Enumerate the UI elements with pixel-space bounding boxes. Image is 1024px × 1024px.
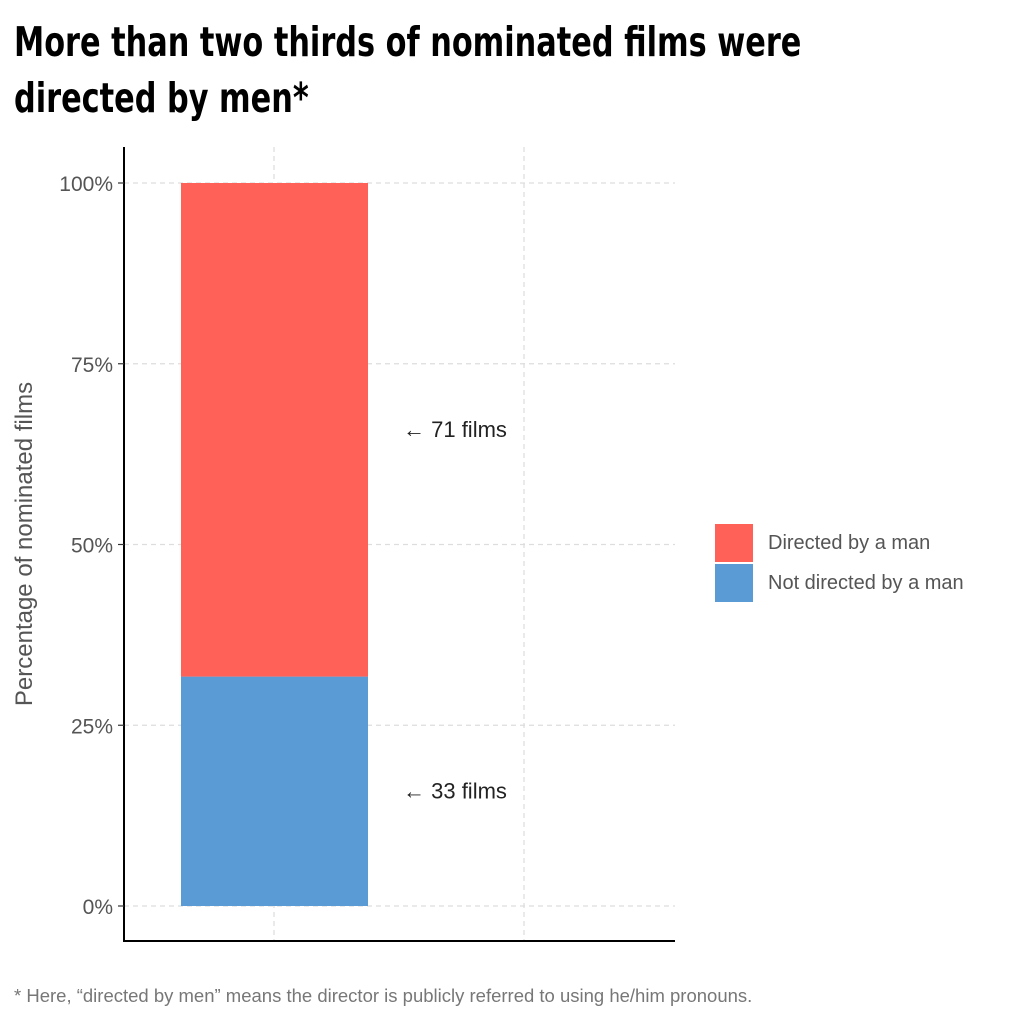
bar-segment-directed-by-a-man <box>181 183 368 677</box>
y-tick-label: 100% <box>59 173 113 196</box>
footnote: * Here, “directed by men” means the dire… <box>14 985 753 1006</box>
legend-label: Directed by a man <box>768 531 931 554</box>
legend-item: Not directed by a man <box>715 563 964 603</box>
legend-label: Not directed by a man <box>768 571 964 594</box>
legend-swatch <box>715 524 753 562</box>
y-axis-label: Percentage of nominated films <box>11 382 38 706</box>
legend: Directed by a man Not directed by a man <box>715 523 964 603</box>
legend-swatch <box>715 564 753 602</box>
chart-title: More than two thirds of nominated films … <box>14 14 802 126</box>
y-ticks: 0% 25% 50% 75% 100% <box>59 173 124 919</box>
bar-segment-not-directed-by-a-man <box>181 676 368 906</box>
y-tick-label: 0% <box>83 896 113 919</box>
chart-area: ← 33 films ← 71 films 0% 25% 50% 75% 100% Per… <box>11 147 675 942</box>
y-tick-label: 75% <box>71 354 113 377</box>
y-tick-label: 25% <box>71 715 113 738</box>
chart-title-line-1: More than two thirds of nominated films … <box>14 18 802 66</box>
chart-title-line-2: directed by men* <box>14 74 309 122</box>
annotation-label: ← 33 films <box>403 778 507 803</box>
bars <box>181 183 368 906</box>
y-tick-label: 50% <box>71 535 113 558</box>
legend-item: Directed by a man <box>715 523 964 563</box>
annotation-label: ← 71 films <box>403 417 507 442</box>
annotations: ← 33 films ← 71 films <box>403 417 507 803</box>
